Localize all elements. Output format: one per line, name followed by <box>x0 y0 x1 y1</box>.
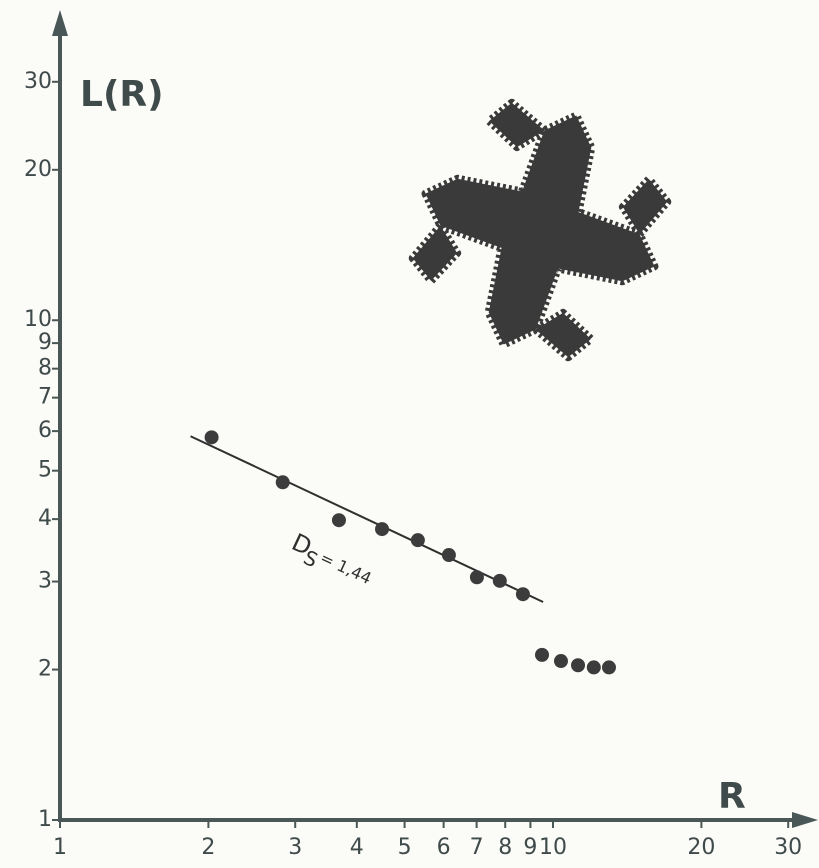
annotation: D S = 1,44 <box>287 528 374 588</box>
data-point <box>204 430 219 445</box>
fractal-illustration <box>408 98 672 362</box>
y-tick-label: 5 <box>38 458 52 483</box>
x-tick-label: 20 <box>687 835 715 860</box>
fit-line <box>190 435 544 603</box>
x-tick-label: 5 <box>398 835 412 860</box>
data-point <box>515 587 530 602</box>
x-tick-label: 2 <box>201 835 215 860</box>
data-point <box>410 533 425 548</box>
data-point <box>492 573 507 588</box>
y-tick-label: 3 <box>38 569 52 594</box>
data-point <box>553 654 568 669</box>
x-axis-title: R <box>718 776 746 817</box>
y-tick-label: 2 <box>38 657 52 682</box>
y-tick-label: 4 <box>38 506 52 531</box>
data-point <box>535 647 550 662</box>
annotation-text: = 1,44 <box>317 548 374 588</box>
y-tick-label: 8 <box>38 356 52 381</box>
data-point <box>586 660 601 675</box>
x-tick-label: 3 <box>288 835 302 860</box>
y-tick-label: 10 <box>24 307 52 332</box>
y-axis-arrow <box>52 10 68 36</box>
data-point <box>441 548 456 563</box>
data-point <box>331 513 346 528</box>
x-tick-label: 8 <box>498 835 512 860</box>
x-tick-label: 4 <box>350 835 364 860</box>
y-tick-label: 1 <box>38 807 52 832</box>
x-tick-label: 1 <box>53 835 67 860</box>
y-axis-title: L(R) <box>80 74 164 115</box>
x-tick-label: 6 <box>437 835 451 860</box>
x-tick-label: 10 <box>539 835 567 860</box>
y-tick-label: 9 <box>38 330 52 355</box>
data-point <box>375 522 390 537</box>
data-point <box>571 658 586 673</box>
x-tick-label: 9 <box>523 835 537 860</box>
y-tick-label: 6 <box>38 418 52 443</box>
y-tick-label: 7 <box>38 385 52 410</box>
y-tick-label: 20 <box>24 157 52 182</box>
y-tick-label: 30 <box>24 69 52 94</box>
x-tick-label: 30 <box>774 835 802 860</box>
x-axis-arrow <box>792 812 818 828</box>
data-point <box>469 570 484 585</box>
data-point <box>601 660 616 675</box>
data-point <box>275 475 290 490</box>
x-tick-label: 7 <box>470 835 484 860</box>
